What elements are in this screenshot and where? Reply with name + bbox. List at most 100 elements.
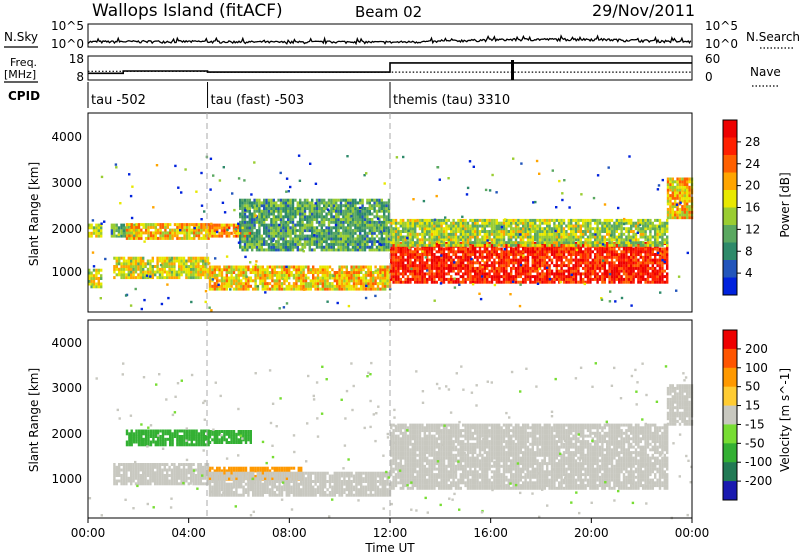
power-cell — [338, 282, 341, 286]
power-cell — [550, 227, 554, 231]
power-cell — [428, 221, 431, 225]
power-cell — [452, 280, 455, 284]
power-cell — [394, 232, 398, 236]
power-cell — [634, 232, 638, 236]
power-cell — [572, 241, 575, 245]
power-cell — [471, 269, 474, 273]
power-cell — [486, 258, 489, 262]
power-cell — [294, 226, 297, 230]
power-cell — [258, 242, 261, 246]
power-cell — [320, 242, 323, 246]
power-cell — [526, 221, 530, 225]
power-cell — [620, 227, 623, 231]
power-cell — [251, 201, 254, 205]
power-cell — [507, 253, 510, 256]
power-cell — [397, 221, 400, 225]
power-cell — [466, 275, 470, 279]
power-cell — [332, 242, 335, 246]
power-cell — [442, 264, 446, 268]
power-cell — [178, 236, 181, 240]
power-cell — [371, 212, 374, 216]
power-cell — [312, 282, 315, 286]
power-cell — [132, 265, 135, 268]
power-cell — [276, 282, 279, 286]
power-cell — [658, 227, 662, 231]
power-cell — [318, 237, 321, 241]
power-cell — [202, 256, 205, 260]
power-cell — [161, 259, 164, 263]
power-cell — [543, 238, 546, 242]
power-cell — [440, 264, 443, 268]
power-cell — [646, 241, 650, 245]
power-cell — [235, 279, 238, 283]
power-cell — [263, 204, 266, 208]
power-cell — [168, 262, 171, 266]
power-cell — [128, 236, 131, 240]
power-cell — [270, 198, 273, 202]
power-cell — [294, 242, 297, 246]
power-cell — [228, 276, 231, 280]
power-cell — [435, 218, 438, 222]
power-cell — [404, 250, 407, 254]
power-cell — [367, 279, 370, 283]
power-cell — [666, 253, 669, 256]
power-cell — [304, 276, 308, 280]
power-cell — [248, 212, 251, 216]
power-cell — [225, 287, 228, 291]
power-cell — [127, 276, 130, 280]
power-cell — [354, 231, 357, 235]
power-cell — [560, 253, 563, 256]
power-cell — [632, 266, 635, 270]
power-cell — [462, 224, 465, 228]
power-cell — [321, 276, 324, 280]
power-cell — [488, 272, 491, 276]
power-cell — [519, 250, 522, 254]
power-cell — [591, 235, 594, 239]
power-cell — [502, 238, 506, 242]
power-cell — [125, 228, 129, 232]
power-cell — [330, 240, 333, 244]
power-cell — [538, 230, 542, 233]
power-cell — [323, 237, 326, 241]
power-cell — [339, 223, 343, 227]
power-cell — [450, 280, 453, 284]
power-cell — [321, 284, 324, 288]
power-cell — [95, 234, 98, 238]
power-cell — [404, 241, 407, 245]
power-cell — [294, 212, 297, 216]
power-cell — [416, 275, 419, 279]
power-cell — [678, 213, 682, 217]
power-cell — [314, 279, 317, 283]
power-cell — [326, 273, 329, 277]
power-cell — [478, 243, 482, 247]
power-cell — [315, 209, 319, 213]
power-cell — [495, 253, 498, 256]
power-cell — [613, 266, 616, 270]
power-cell — [195, 225, 198, 229]
power-cell — [368, 248, 371, 252]
power-cell — [651, 264, 654, 268]
power-cell — [529, 280, 532, 284]
power-cell — [543, 258, 546, 262]
power-cell — [241, 234, 244, 238]
power-cell — [166, 256, 169, 260]
power-cell — [361, 245, 364, 249]
power-cell — [502, 269, 506, 273]
power-cell — [615, 258, 618, 262]
power-cell — [663, 258, 666, 262]
power-cell — [522, 241, 525, 245]
power-cell — [324, 282, 327, 286]
power-cell — [500, 238, 503, 242]
power-cell — [142, 267, 145, 271]
power-cell — [289, 234, 292, 238]
power-cell — [442, 241, 446, 245]
power-cell — [574, 242, 578, 245]
power-cell — [302, 265, 305, 269]
power-cell — [392, 266, 395, 270]
power-cell — [510, 221, 513, 225]
power-cell — [134, 267, 138, 271]
power-cell — [392, 218, 395, 222]
power-cell — [277, 209, 280, 213]
power-cell — [536, 218, 539, 222]
power-cell — [447, 243, 450, 247]
